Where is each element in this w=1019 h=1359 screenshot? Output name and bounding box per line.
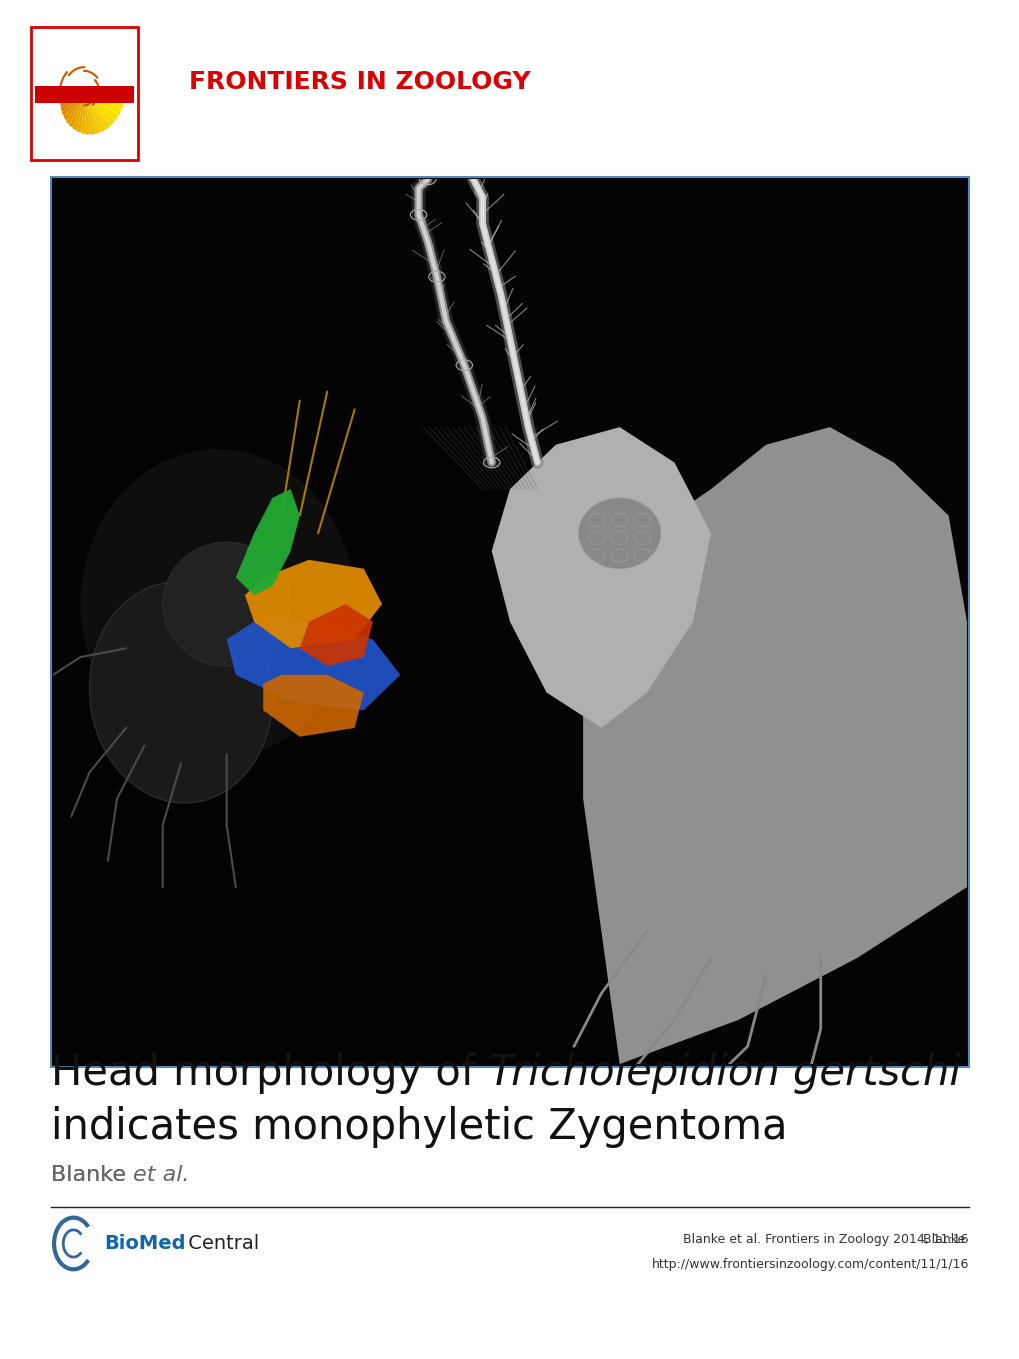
Text: Blanke et al. Frontiers in Zoology 2014, 11:16: Blanke et al. Frontiers in Zoology 2014,…: [683, 1233, 968, 1246]
Bar: [51, 177, 968, 1067]
Wedge shape: [82, 94, 86, 133]
Wedge shape: [85, 94, 110, 129]
Text: Central: Central: [181, 1234, 259, 1253]
Wedge shape: [85, 94, 106, 132]
Wedge shape: [61, 94, 85, 117]
Text: indicates monophyletic Zygentoma: indicates monophyletic Zygentoma: [51, 1106, 787, 1148]
Text: BioMed: BioMed: [104, 1234, 185, 1253]
PathPatch shape: [245, 560, 382, 648]
PathPatch shape: [583, 427, 966, 1064]
Wedge shape: [69, 94, 85, 128]
Text: et al.: et al.: [133, 1165, 190, 1185]
PathPatch shape: [226, 622, 399, 711]
Wedge shape: [85, 94, 121, 116]
Wedge shape: [72, 94, 85, 130]
Wedge shape: [60, 94, 85, 107]
Ellipse shape: [163, 542, 290, 666]
Text: Head morphology of: Head morphology of: [51, 1052, 488, 1094]
Wedge shape: [60, 94, 85, 98]
Text: http://www.frontiersinzoology.com/content/11/1/16: http://www.frontiersinzoology.com/conten…: [651, 1257, 968, 1271]
Wedge shape: [85, 94, 91, 135]
PathPatch shape: [263, 675, 364, 737]
Wedge shape: [60, 94, 85, 111]
PathPatch shape: [300, 603, 373, 666]
Wedge shape: [66, 94, 85, 125]
Wedge shape: [85, 94, 118, 121]
PathPatch shape: [491, 427, 710, 728]
Text: Blanke: Blanke: [51, 1165, 133, 1185]
Wedge shape: [85, 94, 123, 110]
Ellipse shape: [578, 497, 660, 568]
Wedge shape: [85, 94, 114, 126]
Bar: [31, 27, 138, 160]
Text: Blanke: Blanke: [51, 1165, 133, 1185]
Bar: [35, 87, 133, 103]
Text: Blanke: Blanke: [922, 1233, 968, 1246]
Wedge shape: [85, 94, 96, 135]
PathPatch shape: [235, 489, 300, 595]
Ellipse shape: [90, 582, 272, 803]
Ellipse shape: [81, 450, 355, 758]
Wedge shape: [85, 94, 101, 135]
Wedge shape: [76, 94, 85, 132]
Text: Tricholepidion gertschi: Tricholepidion gertschi: [488, 1052, 960, 1094]
Text: FRONTIERS IN ZOOLOGY: FRONTIERS IN ZOOLOGY: [189, 69, 530, 94]
Wedge shape: [63, 94, 85, 121]
Wedge shape: [60, 94, 85, 103]
